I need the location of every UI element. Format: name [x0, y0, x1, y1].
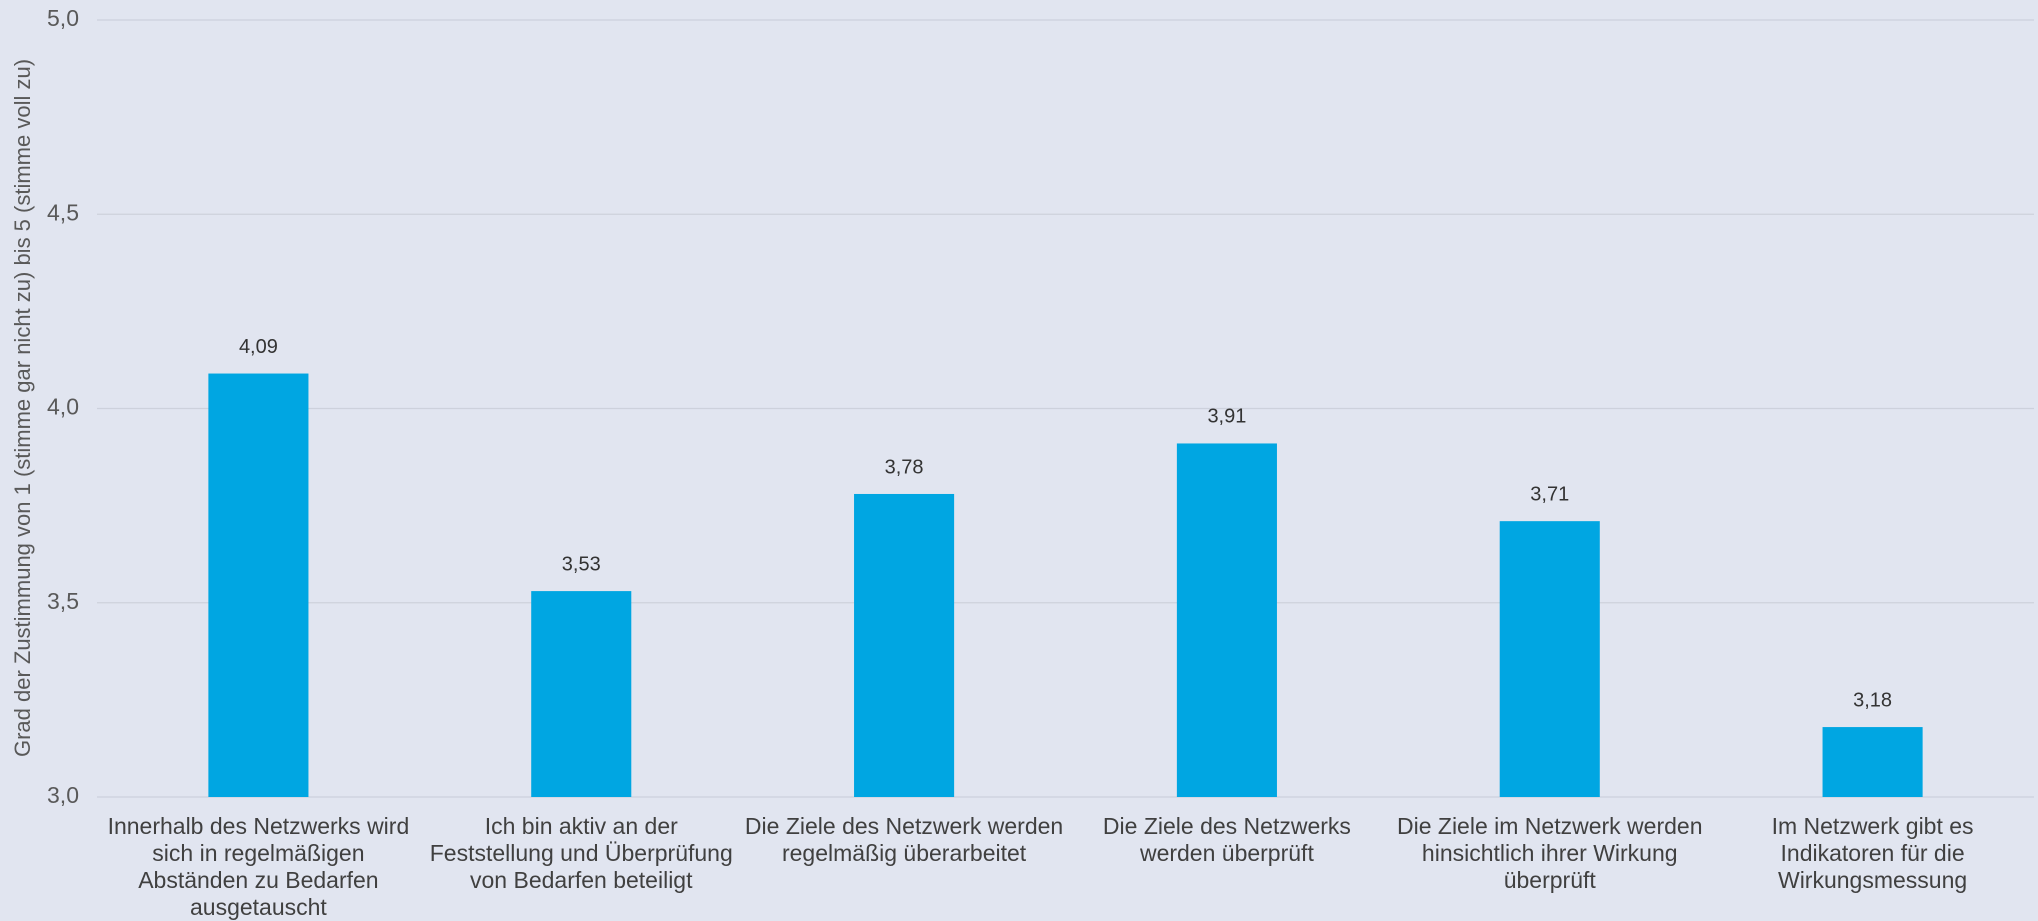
x-tick-label: Die Ziele des Netzwerk werden regelmäßig…	[744, 813, 1064, 866]
y-tick-label: 4,5	[47, 199, 79, 225]
x-tick-label: Im Netzwerk gibt es Indikatoren für die …	[1771, 813, 1974, 893]
x-tick-label: Die Ziele des Netzwerks werden überprüft	[1102, 813, 1351, 866]
value-label: 3,18	[1853, 689, 1892, 711]
bar	[1176, 443, 1277, 797]
value-label: 3,53	[562, 553, 601, 575]
bar	[1499, 521, 1600, 797]
y-tick-label: 3,5	[47, 588, 79, 614]
x-tick-label: Die Ziele im Netzwerk werden hinsichtlic…	[1397, 813, 1703, 893]
bar	[208, 373, 309, 797]
value-label: 3,78	[885, 456, 924, 478]
value-label: 3,91	[1207, 406, 1246, 428]
y-axis-label: Grad der Zustimmung von 1 (stimme gar ni…	[10, 59, 35, 757]
bar	[1822, 727, 1923, 797]
value-label: 3,71	[1530, 483, 1569, 505]
value-label: 4,09	[239, 336, 278, 358]
bar	[531, 591, 632, 797]
bar	[854, 493, 955, 797]
x-tick-label: Ich bin aktiv an der Feststellung und Üb…	[429, 813, 733, 893]
y-tick-label: 4,0	[47, 394, 79, 420]
y-tick-label: 5,0	[47, 5, 79, 31]
x-tick-label: Innerhalb des Netzwerks wird sich in reg…	[107, 813, 410, 920]
y-tick-label: 3,0	[47, 782, 79, 808]
